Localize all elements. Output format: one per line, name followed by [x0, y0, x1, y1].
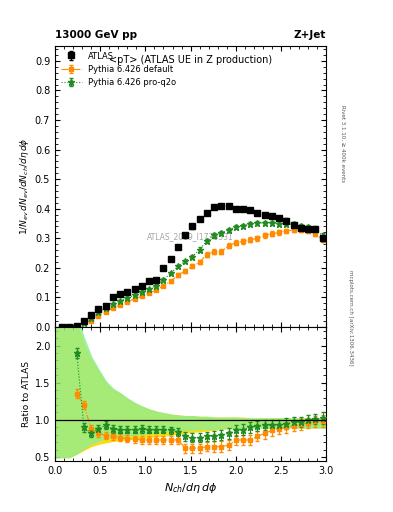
Legend: ATLAS, Pythia 6.426 default, Pythia 6.426 pro-q2o: ATLAS, Pythia 6.426 default, Pythia 6.42…: [58, 50, 179, 90]
Text: 13000 GeV pp: 13000 GeV pp: [55, 30, 137, 40]
Y-axis label: $1/N_{ev}\,dN_{ev}/dN_{ch}/d\eta\,d\phi$: $1/N_{ev}\,dN_{ev}/dN_{ch}/d\eta\,d\phi$: [18, 138, 31, 236]
Text: mcplots.cern.ch [arXiv:1306.3436]: mcplots.cern.ch [arXiv:1306.3436]: [348, 270, 353, 365]
X-axis label: $N_{ch}/d\eta\,d\phi$: $N_{ch}/d\eta\,d\phi$: [164, 481, 217, 495]
Text: Rivet 3.1.10, ≥ 400k events: Rivet 3.1.10, ≥ 400k events: [340, 105, 345, 182]
Text: Z+Jet: Z+Jet: [294, 30, 326, 40]
Y-axis label: Ratio to ATLAS: Ratio to ATLAS: [22, 361, 31, 427]
Text: <pT> (ATLAS UE in Z production): <pT> (ATLAS UE in Z production): [109, 54, 272, 65]
Text: ATLAS_2019_I1736531: ATLAS_2019_I1736531: [147, 232, 234, 242]
